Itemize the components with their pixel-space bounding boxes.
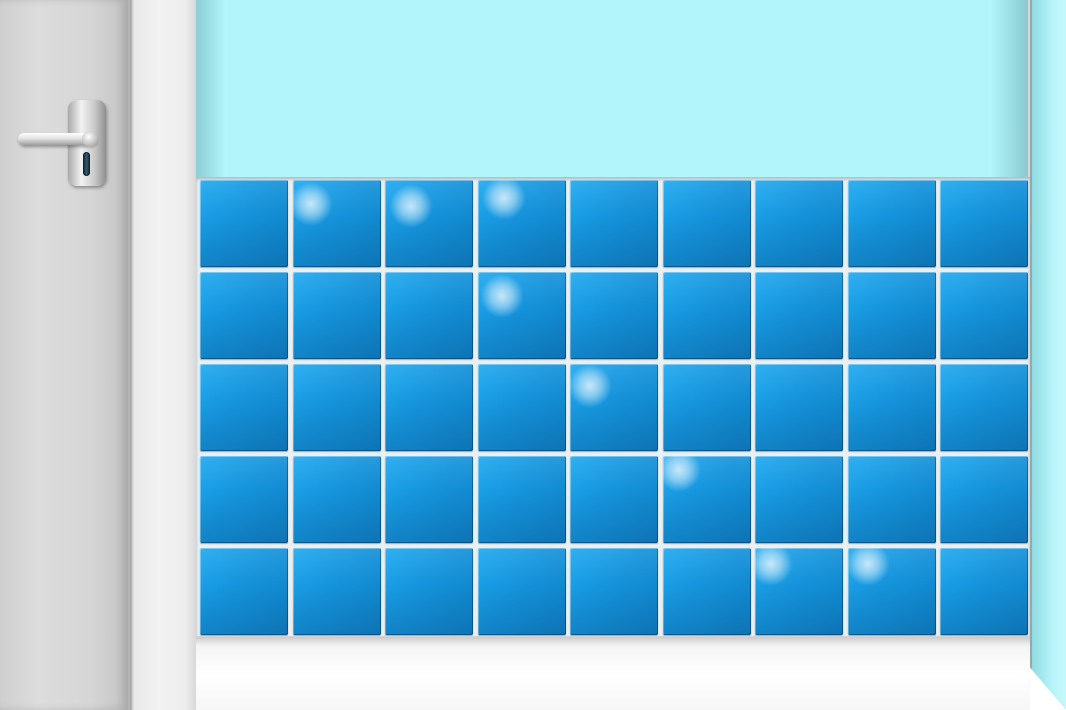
wall bbox=[196, 0, 1030, 180]
tile-grid bbox=[200, 180, 1028, 636]
side-wall bbox=[1030, 0, 1066, 710]
tile[interactable] bbox=[847, 272, 936, 359]
tile[interactable] bbox=[477, 180, 566, 267]
tile[interactable] bbox=[755, 364, 843, 451]
tile[interactable] bbox=[570, 272, 658, 359]
tile[interactable] bbox=[292, 272, 381, 359]
tile[interactable] bbox=[662, 456, 751, 543]
tile[interactable] bbox=[200, 272, 288, 359]
sparkle-icon bbox=[479, 274, 524, 318]
tile[interactable] bbox=[755, 548, 843, 635]
tile[interactable] bbox=[847, 456, 936, 543]
tile[interactable] bbox=[200, 548, 288, 635]
sparkle-icon bbox=[292, 182, 333, 226]
wall-shadow-left bbox=[196, 0, 226, 180]
tile[interactable] bbox=[292, 364, 381, 451]
tile[interactable] bbox=[385, 364, 473, 451]
tile[interactable] bbox=[570, 180, 658, 267]
tile[interactable] bbox=[662, 180, 751, 267]
sparkle-icon bbox=[847, 548, 890, 586]
tile[interactable] bbox=[570, 548, 658, 635]
sparkle-icon bbox=[389, 184, 433, 228]
tile[interactable] bbox=[847, 548, 936, 635]
tile[interactable] bbox=[847, 364, 936, 451]
tile[interactable] bbox=[200, 364, 288, 451]
tile[interactable] bbox=[385, 180, 473, 267]
tile[interactable] bbox=[847, 180, 936, 267]
sparkle-icon bbox=[755, 548, 793, 586]
tile[interactable] bbox=[477, 548, 566, 635]
wall-shadow-right bbox=[990, 0, 1030, 180]
tile[interactable] bbox=[940, 548, 1028, 635]
tile[interactable] bbox=[662, 364, 751, 451]
tile[interactable] bbox=[477, 272, 566, 359]
door-handle-icon[interactable] bbox=[18, 133, 96, 145]
tile[interactable] bbox=[940, 180, 1028, 267]
tile[interactable] bbox=[755, 456, 843, 543]
sparkle-icon bbox=[570, 364, 612, 408]
tile[interactable] bbox=[200, 456, 288, 543]
tile[interactable] bbox=[292, 456, 381, 543]
tile[interactable] bbox=[385, 548, 473, 635]
tile[interactable] bbox=[570, 364, 658, 451]
tile[interactable] bbox=[477, 456, 566, 543]
door-frame bbox=[130, 0, 196, 710]
tile[interactable] bbox=[292, 180, 381, 267]
tile[interactable] bbox=[385, 272, 473, 359]
tile[interactable] bbox=[477, 364, 566, 451]
keyhole-icon[interactable] bbox=[83, 152, 90, 176]
baseboard bbox=[196, 636, 1030, 710]
sparkle-icon bbox=[662, 456, 701, 492]
door[interactable] bbox=[0, 0, 130, 710]
tile[interactable] bbox=[755, 272, 843, 359]
sparkle-icon bbox=[481, 180, 526, 220]
tile[interactable] bbox=[662, 548, 751, 635]
tile[interactable] bbox=[940, 456, 1028, 543]
tile[interactable] bbox=[385, 456, 473, 543]
door-handle-knob bbox=[82, 131, 98, 147]
baseboard-edge bbox=[196, 636, 1030, 639]
tile[interactable] bbox=[292, 548, 381, 635]
tile[interactable] bbox=[940, 272, 1028, 359]
tile[interactable] bbox=[940, 364, 1028, 451]
tile[interactable] bbox=[755, 180, 843, 267]
tile[interactable] bbox=[662, 272, 751, 359]
tile[interactable] bbox=[570, 456, 658, 543]
tile[interactable] bbox=[200, 180, 288, 267]
